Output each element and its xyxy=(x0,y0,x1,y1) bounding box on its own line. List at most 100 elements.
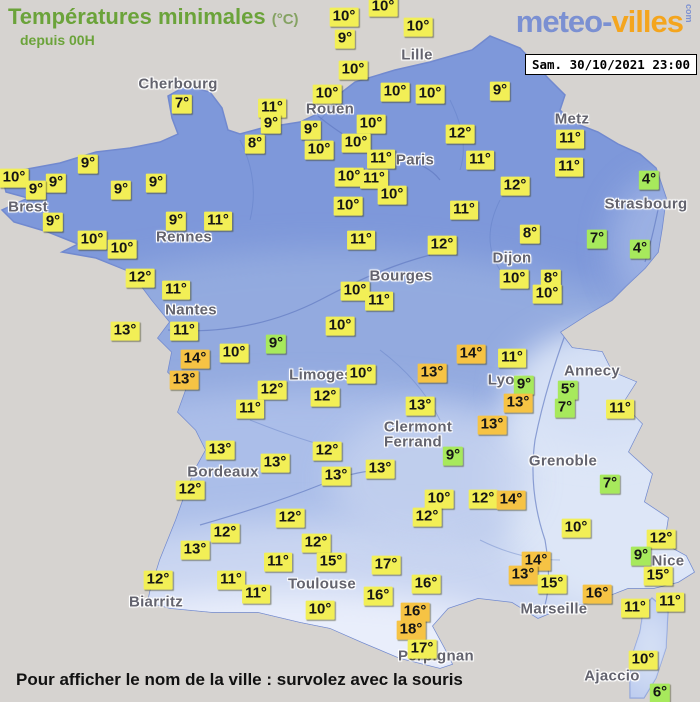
temp-badge[interactable]: 9° xyxy=(45,173,67,193)
temp-badge[interactable]: 11° xyxy=(217,570,245,590)
temp-badge[interactable]: 11° xyxy=(170,321,198,341)
temp-badge[interactable]: 9° xyxy=(77,154,99,174)
temp-badge[interactable]: 12° xyxy=(412,507,442,527)
temp-badge[interactable]: 12° xyxy=(175,480,205,500)
temp-badge[interactable]: 9° xyxy=(110,180,132,200)
temp-badge[interactable]: 9° xyxy=(265,334,287,354)
temp-badge[interactable]: 13° xyxy=(417,363,447,383)
temp-badge[interactable]: 10° xyxy=(499,269,529,289)
temp-badge[interactable]: 12° xyxy=(143,570,173,590)
temp-badge[interactable]: 10° xyxy=(340,281,370,301)
temp-badge[interactable]: 10° xyxy=(219,343,249,363)
temp-badge[interactable]: 9° xyxy=(145,173,167,193)
temp-badge[interactable]: 12° xyxy=(468,489,498,509)
temp-badge[interactable]: 9° xyxy=(260,114,282,134)
temp-badge[interactable]: 10° xyxy=(325,316,355,336)
temp-badge[interactable]: 14° xyxy=(180,349,210,369)
temp-badge[interactable]: 10° xyxy=(424,489,454,509)
temp-badge[interactable]: 9° xyxy=(300,120,322,140)
temp-badge[interactable]: 10° xyxy=(312,84,342,104)
temp-badge[interactable]: 13° xyxy=(321,466,351,486)
temp-badge[interactable]: 12° xyxy=(312,441,342,461)
temp-badge[interactable]: 8° xyxy=(540,269,562,289)
temp-badge[interactable]: 17° xyxy=(407,639,437,659)
temp-badge[interactable]: 10° xyxy=(107,239,137,259)
temp-badge[interactable]: 11° xyxy=(258,98,286,118)
temp-badge[interactable]: 13° xyxy=(180,540,210,560)
temp-badge[interactable]: 13° xyxy=(508,565,538,585)
temp-badge[interactable]: 11° xyxy=(656,592,684,612)
temp-badge[interactable]: 13° xyxy=(405,396,435,416)
temp-badge[interactable]: 9° xyxy=(165,211,187,231)
temp-badge[interactable]: 10° xyxy=(532,284,562,304)
temp-badge[interactable]: 10° xyxy=(356,114,386,134)
temp-badge[interactable]: 5° xyxy=(557,380,579,400)
temp-badge[interactable]: 13° xyxy=(260,453,290,473)
temp-badge[interactable]: 18° xyxy=(396,620,426,640)
temp-badge[interactable]: 12° xyxy=(257,380,287,400)
temp-badge[interactable]: 7° xyxy=(554,398,576,418)
temp-badge[interactable]: 10° xyxy=(0,168,29,188)
temp-badge[interactable]: 10° xyxy=(329,7,359,27)
temp-badge[interactable]: 9° xyxy=(334,29,356,49)
temp-badge[interactable]: 10° xyxy=(334,167,364,187)
temp-badge[interactable]: 16° xyxy=(363,586,393,606)
temp-badge[interactable]: 16° xyxy=(411,574,441,594)
temp-badge[interactable]: 14° xyxy=(496,490,526,510)
temp-badge[interactable]: 11° xyxy=(555,157,583,177)
temp-badge[interactable]: 9° xyxy=(25,180,47,200)
temp-badge[interactable]: 11° xyxy=(360,169,388,189)
temp-badge[interactable]: 10° xyxy=(380,82,410,102)
temp-badge[interactable]: 13° xyxy=(169,370,199,390)
temp-badge[interactable]: 6° xyxy=(649,683,671,702)
temp-badge[interactable]: 9° xyxy=(489,81,511,101)
temp-badge[interactable]: 8° xyxy=(519,224,541,244)
temp-badge[interactable]: 10° xyxy=(341,133,371,153)
temp-badge[interactable]: 17° xyxy=(371,555,401,575)
temp-badge[interactable]: 11° xyxy=(621,598,649,618)
temp-badge[interactable]: 12° xyxy=(646,529,676,549)
temp-badge[interactable]: 16° xyxy=(400,602,430,622)
temp-badge[interactable]: 4° xyxy=(629,239,651,259)
temp-badge[interactable]: 13° xyxy=(365,459,395,479)
temp-badge[interactable]: 10° xyxy=(561,518,591,538)
temp-badge[interactable]: 7° xyxy=(599,474,621,494)
temp-badge[interactable]: 10° xyxy=(403,17,433,37)
temp-badge[interactable]: 12° xyxy=(301,533,331,553)
temp-badge[interactable]: 13° xyxy=(477,415,507,435)
temp-badge[interactable]: 10° xyxy=(338,60,368,80)
temp-badge[interactable]: 15° xyxy=(643,566,673,586)
temp-badge[interactable]: 11° xyxy=(466,150,494,170)
temp-badge[interactable]: 10° xyxy=(77,230,107,250)
temp-badge[interactable]: 11° xyxy=(162,280,190,300)
temp-badge[interactable]: 11° xyxy=(606,399,634,419)
temp-badge[interactable]: 11° xyxy=(365,291,393,311)
temp-badge[interactable]: 12° xyxy=(125,268,155,288)
temp-badge[interactable]: 10° xyxy=(305,600,335,620)
temp-badge[interactable]: 15° xyxy=(537,574,567,594)
temp-badge[interactable]: 7° xyxy=(171,94,193,114)
temp-badge[interactable]: 12° xyxy=(275,508,305,528)
temp-badge[interactable]: 11° xyxy=(236,399,264,419)
temp-badge[interactable]: 9° xyxy=(630,546,652,566)
temp-badge[interactable]: 13° xyxy=(503,393,533,413)
temp-badge[interactable]: 11° xyxy=(264,552,292,572)
temp-badge[interactable]: 16° xyxy=(582,584,612,604)
temp-badge[interactable]: 12° xyxy=(427,235,457,255)
temp-badge[interactable]: 10° xyxy=(415,84,445,104)
temp-badge[interactable]: 9° xyxy=(442,446,464,466)
temp-badge[interactable]: 14° xyxy=(456,344,486,364)
temp-badge[interactable]: 11° xyxy=(347,230,375,250)
temp-badge[interactable]: 10° xyxy=(304,140,334,160)
temp-badge[interactable]: 9° xyxy=(513,375,535,395)
temp-badge[interactable]: 10° xyxy=(333,196,363,216)
meteo-villes-logo[interactable]: meteo-villescom xyxy=(516,4,694,40)
temp-badge[interactable]: 12° xyxy=(500,176,530,196)
temp-badge[interactable]: 11° xyxy=(242,584,270,604)
temp-badge[interactable]: 12° xyxy=(310,387,340,407)
temp-badge[interactable]: 11° xyxy=(204,211,232,231)
temp-badge[interactable]: 12° xyxy=(210,523,240,543)
temp-badge[interactable]: 10° xyxy=(628,650,658,670)
temp-badge[interactable]: 9° xyxy=(42,212,64,232)
temp-badge[interactable]: 7° xyxy=(586,229,608,249)
